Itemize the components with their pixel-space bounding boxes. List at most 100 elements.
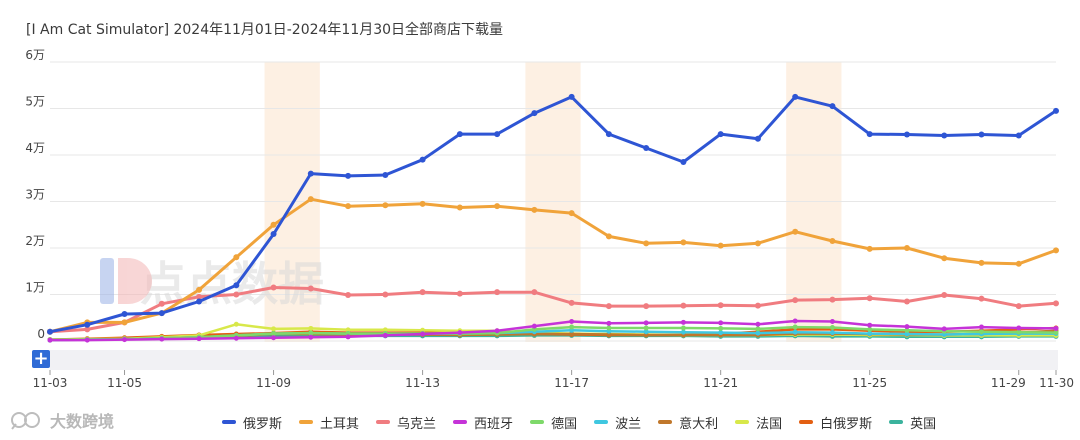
point-2-1: [84, 326, 91, 333]
point-1-23: [903, 245, 910, 251]
point-0-6: [270, 231, 277, 238]
point-0-26: [1015, 132, 1022, 139]
point-2-12: [494, 289, 501, 296]
point-3-24: [941, 326, 947, 332]
point-3-0: [47, 337, 53, 343]
point-0-24: [941, 132, 948, 139]
point-1-18: [717, 242, 724, 249]
legend-item-7[interactable]: 法国: [735, 413, 782, 432]
point-1-15: [605, 233, 612, 240]
series-line-1: [49, 197, 1057, 334]
legend-swatch-6: [658, 420, 673, 424]
legend-label-3: 西班牙: [474, 416, 514, 432]
point-1-11: [456, 204, 463, 211]
point-0-3: [158, 310, 165, 317]
point-1-19: [754, 240, 761, 247]
legend-label-0: 俄罗斯: [243, 416, 283, 432]
point-0-9: [382, 171, 389, 178]
legend-label-9: 英国: [910, 416, 937, 432]
point-0-13: [531, 110, 538, 117]
legend-item-9[interactable]: 英国: [889, 413, 936, 432]
point-7-9: [382, 327, 388, 333]
legend-swatch-3: [453, 420, 468, 424]
legend-label-1: 土耳其: [320, 416, 360, 432]
point-2-22: [866, 295, 873, 302]
legend-item-0[interactable]: 俄罗斯: [222, 413, 282, 432]
point-3-19: [755, 321, 761, 327]
point-3-16: [643, 320, 649, 326]
series-line-4: [50, 325, 1057, 341]
point-4-6: [271, 331, 277, 337]
point-2-21: [829, 296, 836, 303]
point-2-9: [382, 291, 389, 298]
point-3-23: [904, 324, 910, 330]
point-0-1: [84, 321, 91, 328]
point-2-16: [643, 303, 650, 310]
y-tick-label-0: 0: [37, 327, 45, 341]
x-tick-label-6: 11-25: [852, 376, 887, 390]
brand-logo-text: 大数跨境: [50, 412, 115, 431]
legend-swatch-8: [799, 420, 814, 424]
x-axis-ticks: 11-03 11-05 11-09 11-13 11-17 11-21 11-25 11-29…: [33, 370, 1074, 390]
point-0-5: [233, 282, 240, 289]
point-2-11: [456, 290, 463, 297]
point-2-23: [903, 298, 910, 305]
legend-item-1[interactable]: 土耳其: [299, 413, 359, 432]
legend-label-7: 法国: [756, 416, 783, 432]
y-tick-label-1: 1万: [25, 281, 45, 295]
zoom-add-button[interactable]: +: [32, 348, 50, 369]
point-0-21: [829, 103, 836, 110]
point-3-20: [792, 318, 798, 324]
point-4-19: [755, 326, 761, 332]
point-5-17: [680, 329, 686, 335]
point-0-4: [196, 298, 203, 305]
point-2-6: [270, 284, 277, 291]
point-1-9: [382, 202, 389, 209]
series-line-0: [49, 95, 1057, 334]
point-3-21: [829, 318, 835, 324]
point-2-26: [1015, 303, 1022, 310]
point-6-14: [569, 331, 575, 337]
legend-item-2[interactable]: 乌克兰: [376, 413, 436, 432]
scrollbar-track[interactable]: [50, 350, 1058, 370]
point-4-27: [1053, 330, 1059, 336]
point-3-26: [1016, 325, 1022, 331]
point-1-13: [531, 206, 538, 213]
point-4-14: [569, 324, 575, 330]
point-5-20: [792, 329, 798, 335]
point-2-13: [531, 289, 538, 296]
legend-item-5[interactable]: 波兰: [594, 413, 641, 432]
legend-item-4[interactable]: 德国: [530, 413, 577, 432]
point-1-20: [792, 228, 799, 235]
point-1-25: [978, 259, 985, 266]
point-0-27: [1053, 107, 1059, 114]
watermark-logo-icon: [100, 258, 152, 304]
point-3-9: [382, 332, 388, 338]
point-1-6: [270, 221, 277, 228]
legend-item-3[interactable]: 西班牙: [453, 413, 513, 432]
legend-label-6: 意大利: [679, 416, 719, 432]
point-3-25: [978, 324, 984, 330]
legend-label-5: 波兰: [615, 416, 642, 432]
point-0-14: [568, 93, 575, 100]
point-2-5: [233, 291, 240, 298]
point-3-5: [233, 335, 239, 341]
brand-logo-icon: [11, 412, 40, 430]
point-5-23: [904, 331, 910, 337]
point-2-8: [345, 291, 352, 298]
point-0-25: [978, 131, 985, 138]
y-tick-label-4: 4万: [25, 141, 45, 155]
point-5-22: [867, 331, 873, 337]
point-4-21: [829, 325, 835, 331]
legend-item-8[interactable]: 白俄罗斯: [799, 413, 872, 432]
point-4-7: [308, 330, 314, 336]
legend-item-6[interactable]: 意大利: [658, 413, 718, 432]
point-2-17: [680, 302, 687, 309]
legend-swatch-0: [222, 420, 236, 424]
legend-label-4: 德国: [551, 416, 578, 432]
legend-swatch-2: [376, 420, 391, 424]
point-0-8: [345, 172, 352, 179]
x-tick-label-0: 11-03: [33, 376, 68, 390]
series-0: [47, 93, 1059, 335]
point-1-4: [196, 286, 203, 293]
